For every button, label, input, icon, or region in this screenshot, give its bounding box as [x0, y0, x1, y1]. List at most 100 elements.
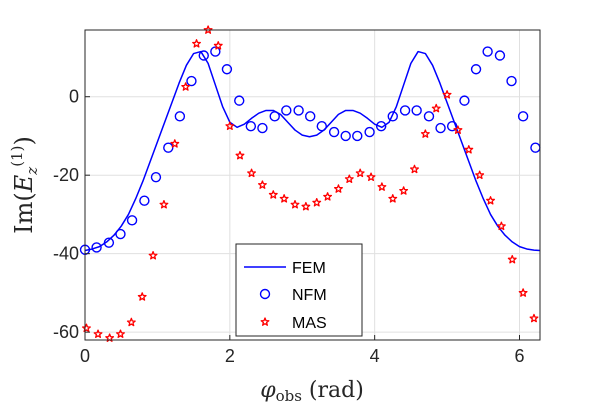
data-point-mas [518, 288, 528, 297]
data-point-nfm [340, 130, 351, 142]
data-point-nfm [364, 126, 375, 138]
data-point-nfm [126, 215, 138, 226]
data-point-nfm [186, 75, 197, 87]
data-point-nfm [470, 64, 482, 75]
data-point-mas [453, 125, 463, 134]
data-point-mas [388, 194, 398, 203]
data-point-nfm [269, 111, 280, 122]
legend-label-fem: FEM [292, 260, 326, 277]
data-point-mas [442, 90, 452, 99]
data-point-nfm [150, 171, 162, 183]
data-point-nfm [91, 242, 102, 253]
data-point-mas [486, 196, 495, 205]
x-axis-label: φobs (rad) [260, 378, 364, 405]
data-point-mas [170, 139, 180, 148]
data-point-mas [507, 254, 517, 264]
x-tick-label: 2 [225, 346, 235, 366]
plot-frame [84, 29, 541, 341]
data-point-nfm [423, 111, 435, 122]
data-point-mas [377, 182, 387, 191]
data-point-mas [529, 313, 539, 323]
data-point-nfm [245, 120, 257, 132]
data-point-mas [475, 170, 485, 180]
data-point-mas [410, 164, 419, 174]
data-point-mas [355, 168, 365, 178]
data-point-nfm [210, 46, 221, 57]
data-point-mas [420, 129, 430, 138]
data-point-nfm [435, 122, 446, 134]
data-point-nfm [234, 95, 245, 106]
data-point-mas [344, 174, 354, 183]
data-point-nfm [328, 126, 340, 138]
data-point-nfm [316, 120, 327, 132]
data-point-nfm [163, 142, 174, 153]
data-point-mas [81, 323, 91, 333]
data-point-nfm [506, 75, 517, 87]
data-point-mas [235, 150, 245, 160]
y-tick-label: -40 [53, 244, 79, 264]
data-point-mas [137, 292, 147, 301]
data-point-mas [366, 172, 376, 182]
x-tick-label: 4 [370, 346, 380, 366]
data-point-nfm [482, 46, 493, 57]
data-point-mas [257, 180, 267, 189]
data-point-nfm [139, 195, 150, 206]
data-point-nfm [517, 111, 529, 122]
data-point-mas [323, 192, 333, 201]
legend-label-mas: MAS [292, 315, 327, 332]
data-point-mas [203, 25, 213, 34]
data-point-mas [334, 184, 343, 193]
data-point-nfm [446, 120, 458, 132]
series-layer [79, 25, 541, 342]
data-point-mas [496, 221, 506, 231]
data-point-nfm [411, 105, 422, 116]
data-point-nfm [198, 50, 209, 61]
legend-marker-mas [260, 317, 270, 326]
data-point-nfm [281, 105, 292, 116]
data-point-mas [148, 250, 158, 260]
y-tick-label: 0 [69, 87, 79, 107]
data-point-nfm [174, 111, 186, 122]
data-point-mas [464, 145, 474, 154]
data-point-mas [116, 329, 125, 338]
data-point-mas [399, 186, 409, 195]
legend-box [235, 243, 363, 337]
data-point-mas [225, 121, 235, 131]
axis-ticks: 0 2 4 6 -60 -40 -20 0 [53, 87, 525, 366]
y-tick-label: -20 [53, 165, 79, 185]
data-point-nfm [387, 111, 398, 122]
data-point-nfm [375, 120, 387, 132]
data-point-mas [301, 201, 311, 211]
data-point-nfm [399, 105, 411, 116]
data-point-mas [181, 82, 191, 91]
data-point-mas [192, 39, 201, 48]
data-point-nfm [115, 228, 126, 240]
legend-marker-nfm [259, 288, 271, 300]
legend: FEM NFM MAS [235, 243, 363, 337]
data-point-mas [312, 198, 322, 207]
legend-label-nfm: NFM [292, 287, 327, 304]
data-point-nfm [103, 237, 115, 248]
x-tick-label: 6 [514, 346, 524, 366]
data-point-nfm [459, 95, 470, 106]
data-point-mas [290, 199, 300, 209]
data-point-mas [126, 317, 136, 327]
data-point-nfm [305, 111, 316, 122]
y-axis-label: Im(Ez(1)) [8, 136, 41, 234]
data-point-mas [159, 199, 169, 209]
data-point-nfm [257, 122, 268, 134]
data-point-mas [213, 41, 223, 50]
data-point-nfm [352, 130, 363, 142]
data-point-mas [268, 190, 278, 199]
data-point-mas [93, 329, 103, 338]
data-point-nfm [221, 64, 233, 75]
data-point-mas [431, 103, 441, 113]
data-point-mas [247, 168, 257, 178]
y-tick-label: -60 [53, 322, 79, 342]
data-point-nfm [494, 50, 506, 61]
series-line-fem [84, 50, 541, 252]
data-point-mas [279, 194, 289, 203]
x-tick-label: 0 [80, 346, 90, 366]
data-point-nfm [293, 105, 304, 116]
